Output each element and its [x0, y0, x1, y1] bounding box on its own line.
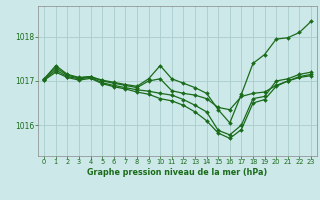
X-axis label: Graphe pression niveau de la mer (hPa): Graphe pression niveau de la mer (hPa) [87, 168, 268, 177]
